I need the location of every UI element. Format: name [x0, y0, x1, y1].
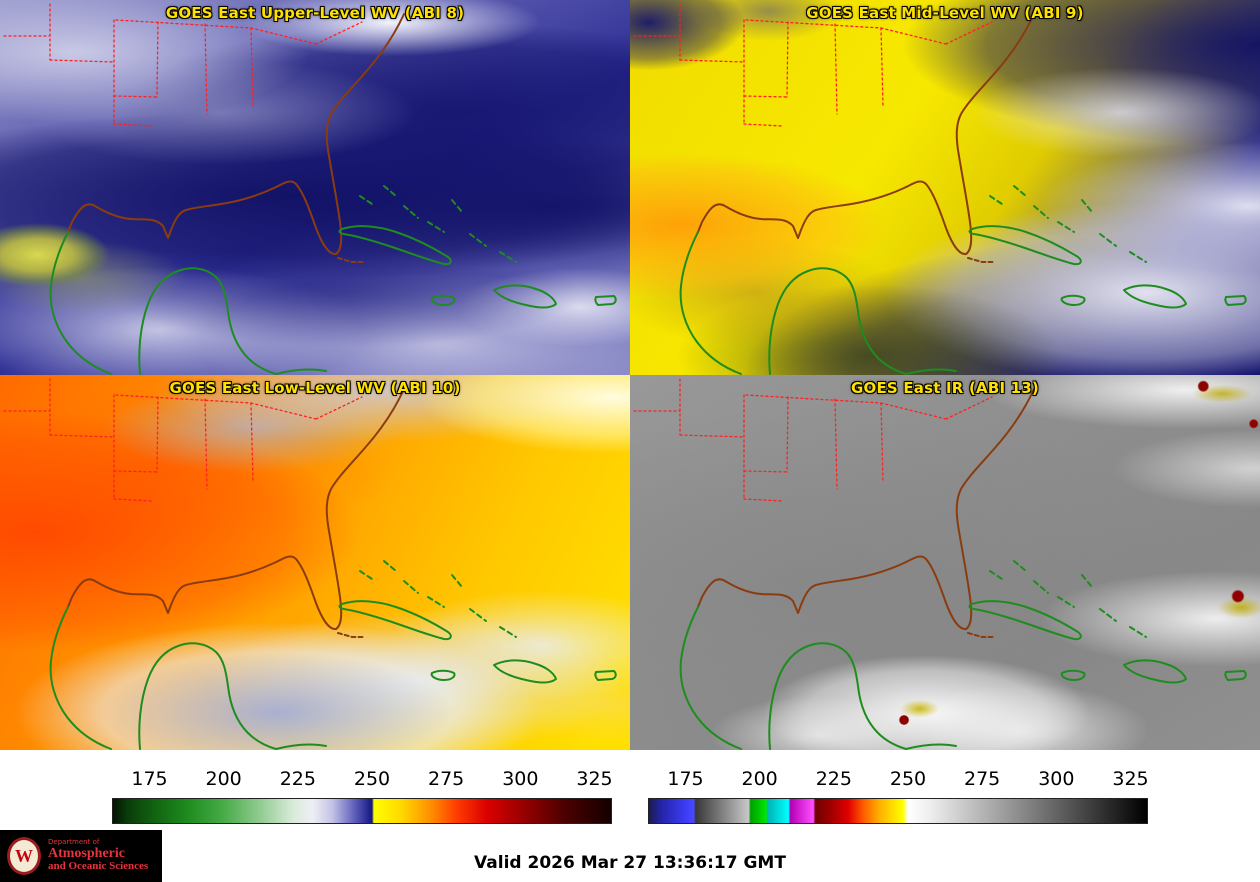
logo-dept-label: Department of — [48, 837, 100, 846]
uw-crest-icon: W — [7, 837, 41, 875]
tick-label: 175 — [131, 768, 168, 790]
tick-label: 275 — [964, 768, 1001, 790]
colorbar-ir-ticks: 175 200 225 250 275 300 325 — [648, 768, 1148, 792]
tick-label: 250 — [889, 768, 927, 790]
map-boundaries-overlay — [0, 0, 630, 375]
tick-label: 300 — [1038, 768, 1075, 790]
logo-line2: and Oceanic Sciences — [48, 860, 149, 873]
tick-label: 275 — [428, 768, 465, 790]
logo-line1: Atmospheric — [48, 846, 125, 862]
logo-text: Department of Atmospheric and Oceanic Sc… — [48, 837, 149, 874]
tick-label: 175 — [667, 768, 704, 790]
colorbar-legends: 175 200 225 250 275 300 325 175 200 225 … — [0, 750, 1260, 830]
colorbar-wv-gradient — [112, 798, 612, 824]
panel-low-level-wv: GOES East Low-Level WV (ABI 10) — [0, 375, 630, 750]
panel-mid-level-wv: GOES East Mid-Level WV (ABI 9) — [630, 0, 1260, 375]
colorbar-ir-gradient — [648, 798, 1148, 824]
tick-label: 300 — [502, 768, 539, 790]
panel-title-abi13: GOES East IR (ABI 13) — [850, 379, 1039, 397]
tick-label: 325 — [1112, 768, 1149, 790]
panel-title-abi10: GOES East Low-Level WV (ABI 10) — [169, 379, 461, 397]
tick-label: 200 — [205, 768, 242, 790]
tick-label: 325 — [576, 768, 613, 790]
panel-ir: GOES East IR (ABI 13) — [630, 375, 1260, 750]
valid-time-label: Valid 2026 Mar 27 13:36:17 GMT — [474, 853, 786, 873]
panel-title-abi8: GOES East Upper-Level WV (ABI 8) — [165, 4, 465, 22]
footer: W Department of Atmospheric and Oceanic … — [0, 830, 1260, 882]
colorbar-ir: 175 200 225 250 275 300 325 — [630, 750, 1260, 830]
panel-title-abi9: GOES East Mid-Level WV (ABI 9) — [806, 4, 1084, 22]
crest-letter: W — [15, 846, 33, 866]
colorbar-wv-ticks: 175 200 225 250 275 300 325 — [112, 768, 612, 792]
tick-label: 225 — [815, 768, 852, 790]
tick-label: 200 — [741, 768, 778, 790]
panel-upper-level-wv: GOES East Upper-Level WV (ABI 8) — [0, 0, 630, 375]
map-boundaries-overlay — [630, 0, 1260, 375]
tick-label: 225 — [279, 768, 316, 790]
uw-aos-logo[interactable]: W Department of Atmospheric and Oceanic … — [0, 830, 162, 882]
colorbar-wv: 175 200 225 250 275 300 325 — [0, 750, 630, 830]
map-boundaries-overlay — [0, 375, 630, 750]
tick-label: 250 — [353, 768, 391, 790]
panel-grid: GOES East Upper-Level WV (ABI 8) GOES Ea… — [0, 0, 1260, 750]
map-boundaries-overlay — [630, 375, 1260, 750]
